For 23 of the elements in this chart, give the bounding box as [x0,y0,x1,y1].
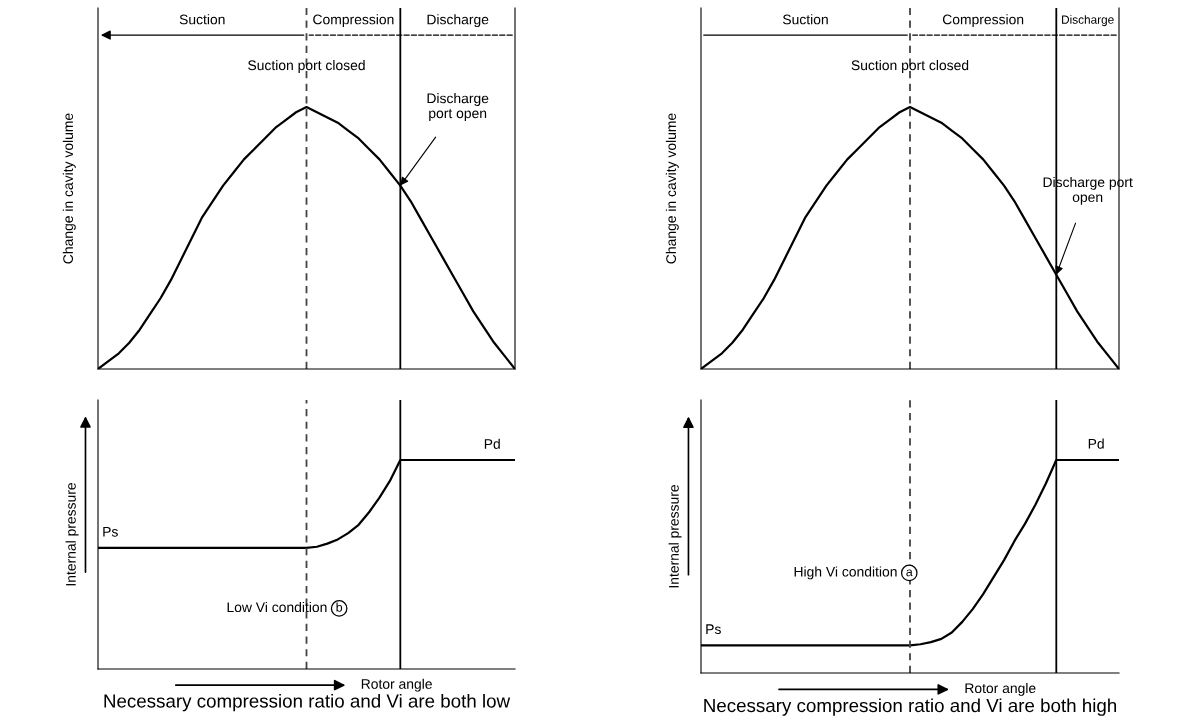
y-axis-title: Change in cavity volume [665,113,679,264]
x-axis-title: Rotor angle [965,682,1036,696]
text: Suction port closed [248,59,365,73]
text: Discharge [1062,15,1114,27]
text: Suction [179,14,225,25]
text: Compression [942,14,1024,28]
text: Compression [313,14,394,28]
y-axis-title: Internal pressure [65,483,79,586]
text: Discharge [427,14,489,28]
x-axis-title: Rotor angle [361,678,432,692]
annotation: Low Vi condition b [227,601,343,613]
text: Necessary compression ratio and Vi are both high [704,698,1117,716]
text: Pd [484,438,500,449]
annotation: Ps [103,526,118,537]
text: Necessary compression ratio and Vi are both low [104,693,511,712]
text: Pd [1088,438,1104,449]
annotation: Ps [706,624,721,635]
annotation: Discharge port open [427,93,489,121]
y-axis-title: Internal pressure [668,485,682,588]
y-axis-title: Change in cavity volume [62,113,76,264]
text: Suction port closed [851,59,969,73]
text: Suction [782,14,828,25]
annotation: High Vi condition a [794,566,913,580]
